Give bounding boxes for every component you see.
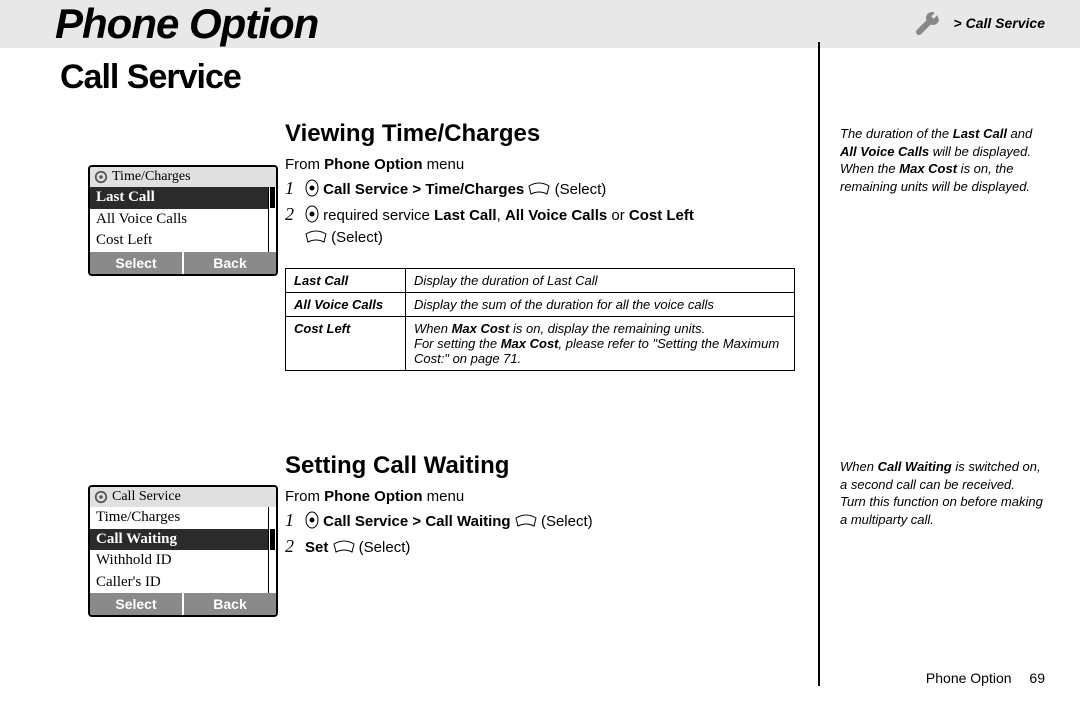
phone-menu-item[interactable]: Cost Left <box>90 230 268 252</box>
phone-screen-time-charges: Time/Charges Last CallAll Voice CallsCos… <box>88 165 278 276</box>
page-footer: Phone Option 69 <box>926 670 1045 686</box>
description-table: Last Call Display the duration of Last C… <box>285 268 795 371</box>
subheading-waiting: Setting Call Waiting <box>285 452 805 480</box>
select-key-icon <box>333 540 355 554</box>
table-label: Cost Left <box>286 317 406 371</box>
table-desc: Display the duration of Last Call <box>406 269 795 293</box>
select-key-icon <box>515 514 537 528</box>
footer-label: Phone Option <box>926 670 1012 686</box>
gear-icon <box>94 490 108 504</box>
step-2: 2 Set (Select) <box>285 537 805 559</box>
vertical-divider <box>818 42 820 686</box>
waiting-section: Setting Call Waiting From Phone Option m… <box>285 452 805 563</box>
chapter-title: Phone Option <box>55 0 318 48</box>
nav-key-icon <box>305 205 319 223</box>
side-note-duration: The duration of the Last Call and All Vo… <box>840 125 1050 195</box>
from-line: From Phone Option menu <box>285 488 805 505</box>
table-desc: Display the sum of the duration for all … <box>406 293 795 317</box>
step-2: 2 required service Last Call, All Voice … <box>285 205 805 249</box>
table-row: Cost Left When Max Cost is on, display t… <box>286 317 795 371</box>
softkey-back[interactable]: Back <box>184 593 276 615</box>
table-label: Last Call <box>286 269 406 293</box>
gear-icon <box>94 170 108 184</box>
from-line: From Phone Option menu <box>285 156 805 173</box>
step-number: 1 <box>285 179 297 197</box>
step-number: 2 <box>285 205 297 223</box>
page-number: 69 <box>1029 670 1045 686</box>
step-number: 1 <box>285 511 297 529</box>
phone-screen-header: Time/Charges <box>90 167 276 187</box>
step-1: 1 Call Service > Call Waiting (Select) <box>285 511 805 533</box>
wrench-icon <box>916 12 940 36</box>
phone-menu-item[interactable]: Withhold ID <box>90 550 268 572</box>
side-note-waiting: When Call Waiting is switched on, a seco… <box>840 458 1050 528</box>
phone-screen-call-service: Call Service Time/ChargesCall WaitingWit… <box>88 485 278 617</box>
table-row: All Voice Calls Display the sum of the d… <box>286 293 795 317</box>
phone-screen-title: Time/Charges <box>112 169 191 185</box>
select-key-icon <box>305 230 327 244</box>
phone-scrollbar[interactable] <box>268 507 276 593</box>
phone-scrollbar[interactable] <box>268 187 276 252</box>
phone-screen-title: Call Service <box>112 489 181 505</box>
table-row: Last Call Display the duration of Last C… <box>286 269 795 293</box>
phone-menu-item[interactable]: Last Call <box>90 187 268 209</box>
select-key-icon <box>528 182 550 196</box>
nav-key-icon <box>305 511 319 529</box>
section-title: Call Service <box>60 58 241 97</box>
phone-menu-item[interactable]: Caller's ID <box>90 572 268 594</box>
phone-menu-item[interactable]: Time/Charges <box>90 507 268 529</box>
table-label: All Voice Calls <box>286 293 406 317</box>
softkey-back[interactable]: Back <box>184 252 276 274</box>
phone-menu-item[interactable]: All Voice Calls <box>90 209 268 231</box>
softkey-select[interactable]: Select <box>90 593 184 615</box>
phone-menu-item[interactable]: Call Waiting <box>90 529 268 551</box>
table-desc: When Max Cost is on, display the remaini… <box>406 317 795 371</box>
softkey-select[interactable]: Select <box>90 252 184 274</box>
header-breadcrumb: > Call Service <box>954 15 1045 31</box>
nav-key-icon <box>305 179 319 197</box>
step-number: 2 <box>285 537 297 555</box>
subheading-viewing: Viewing Time/Charges <box>285 120 805 148</box>
viewing-section: Viewing Time/Charges From Phone Option m… <box>285 120 805 371</box>
step-1: 1 Call Service > Time/Charges (Select) <box>285 179 805 201</box>
phone-screen-header: Call Service <box>90 487 276 507</box>
